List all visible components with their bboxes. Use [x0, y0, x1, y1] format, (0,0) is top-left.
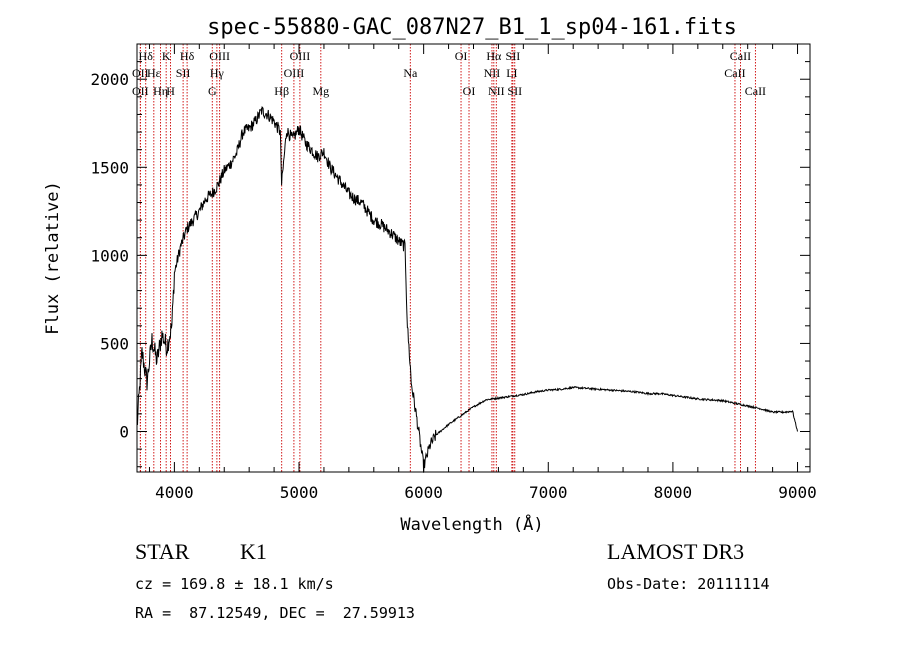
line-label-8: Hδ	[180, 49, 195, 63]
subclass-label: K1	[240, 539, 267, 564]
line-label-7: SII	[176, 66, 191, 80]
obs-date-readout: Obs-Date: 20111114	[607, 575, 770, 593]
line-label-20: Hα	[486, 49, 502, 63]
line-label-12: Hβ	[274, 84, 289, 98]
line-label-23: SII	[506, 49, 521, 63]
x-tick-label-5: 9000	[778, 483, 817, 502]
x-tick-label-4: 8000	[654, 483, 693, 502]
line-label-17: OI	[455, 49, 468, 63]
y-axis-label: Flux (relative)	[43, 181, 63, 335]
coordinates-readout: RA = 87.12549, DEC = 27.59913	[135, 604, 415, 622]
line-label-19: NII	[484, 66, 501, 80]
line-label-9: OIII	[209, 49, 230, 63]
line-label-2: OII	[132, 84, 149, 98]
plot-frame	[136, 43, 811, 473]
line-label-18: OI	[463, 84, 476, 98]
line-label-3: Hε	[147, 66, 161, 80]
line-label-4: Hη	[153, 84, 168, 98]
class-label: STAR	[135, 539, 190, 564]
x-tick-label-3: 7000	[529, 483, 568, 502]
y-axis-ticks: 0 500 1000 1500 2000	[90, 43, 810, 468]
y-tick-label-4: 2000	[90, 70, 129, 89]
emission-line-markers	[139, 44, 756, 472]
x-axis-label: Wavelength (Å)	[400, 513, 543, 535]
line-label-6: H	[166, 84, 175, 98]
y-tick-label-0: 0	[119, 422, 129, 441]
line-label-22: LI	[506, 66, 517, 80]
x-tick-label-2: 6000	[404, 483, 443, 502]
survey-label: LAMOST DR3	[607, 539, 745, 564]
y-tick-label-1: 500	[100, 334, 129, 353]
line-label-27: CaII	[745, 84, 766, 98]
line-label-21: NII	[488, 84, 505, 98]
line-label-25: CaII	[724, 66, 745, 80]
x-tick-label-1: 5000	[280, 483, 319, 502]
line-label-0: Hδ	[139, 49, 154, 63]
x-axis-ticks: 4000 5000 6000 7000 8000 9000	[148, 44, 817, 502]
line-label-24: SII	[507, 84, 522, 98]
y-tick-label-2: 1000	[90, 246, 129, 265]
spectrum-series-line	[136, 106, 798, 473]
x-tick-label-0: 4000	[155, 483, 194, 502]
line-label-10: Hγ	[210, 66, 225, 80]
line-label-16: Na	[403, 66, 418, 80]
line-label-26: CaII	[730, 49, 751, 63]
line-label-11: G	[208, 84, 217, 98]
y-tick-label-3: 1500	[90, 158, 129, 177]
line-label-5: K	[162, 49, 171, 63]
cz-readout: cz = 169.8 ± 18.1 km/s	[135, 575, 334, 593]
chart-title: spec-55880-GAC_087N27_B1_1_sp04-161.fits	[207, 15, 737, 40]
line-label-13: OIII	[284, 66, 305, 80]
line-label-1: OII	[132, 66, 149, 80]
line-label-15: Mg	[312, 84, 329, 98]
line-label-14: OIII	[290, 49, 311, 63]
